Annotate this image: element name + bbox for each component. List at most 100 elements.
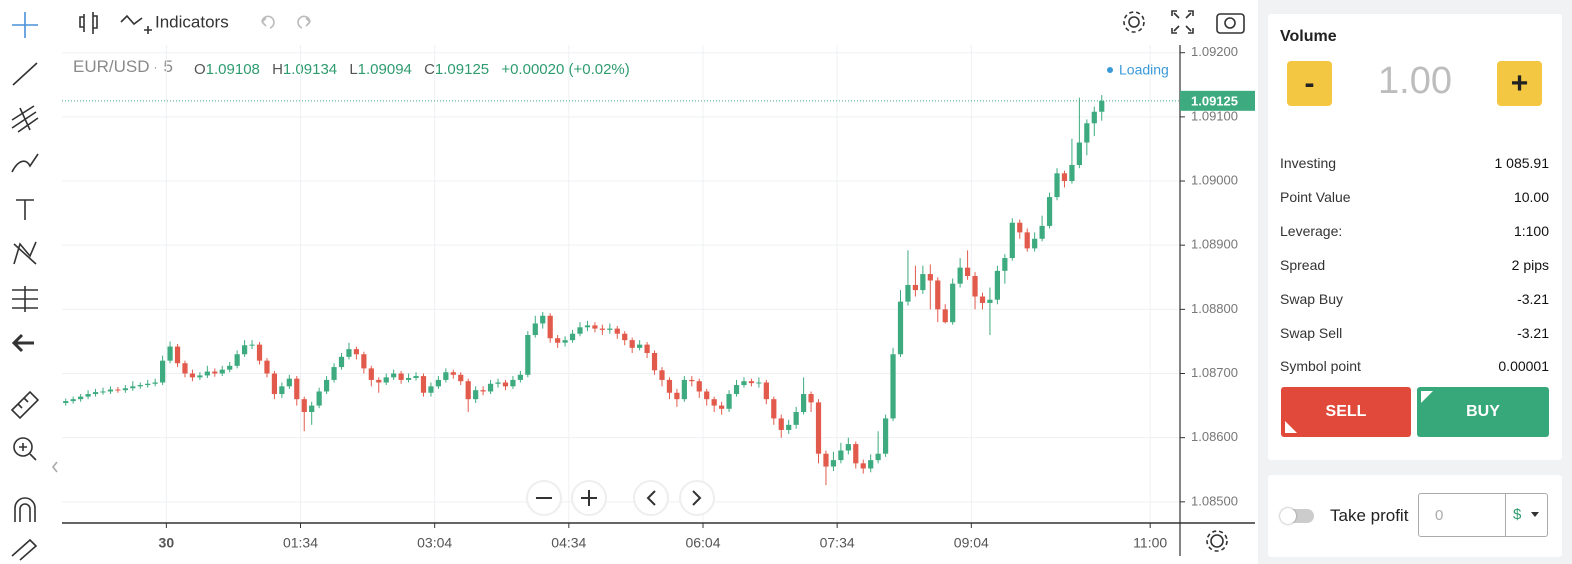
text-icon[interactable] — [16, 199, 34, 220]
candle-body — [830, 460, 837, 467]
crosshair-icon[interactable] — [12, 12, 38, 38]
zoom-icon[interactable] — [13, 437, 33, 457]
take-profit-toggle[interactable] — [1280, 508, 1314, 524]
drawing-tools[interactable] — [10, 12, 58, 561]
candle-body — [964, 267, 971, 276]
candle-body — [174, 346, 181, 364]
magnet-icon[interactable] — [14, 497, 36, 522]
pattern-icon[interactable] — [13, 241, 37, 265]
candle-body — [1039, 225, 1045, 239]
sell-label[interactable]: SELL — [1325, 403, 1367, 420]
sell-button[interactable]: SELL — [1281, 387, 1411, 437]
candle-body — [152, 382, 158, 384]
x-tick-label: 01:34 — [283, 535, 318, 551]
candle-body — [748, 381, 755, 384]
candle-body — [294, 378, 300, 400]
candle-body — [107, 389, 114, 392]
take-profit-value[interactable]: 0 — [1435, 507, 1444, 524]
info-label: Swap Sell — [1280, 324, 1343, 341]
settings-icon[interactable] — [1128, 16, 1140, 28]
candle-body — [808, 394, 814, 403]
brush-icon[interactable] — [11, 153, 39, 173]
volume-plus[interactable]: + — [1497, 61, 1542, 106]
currency[interactable]: $ — [1513, 506, 1522, 523]
redo-icon[interactable] — [297, 15, 311, 29]
y-tick-label: 1.08600 — [1191, 429, 1238, 444]
take-profit-input[interactable]: 0 $ — [1418, 493, 1548, 537]
indicators-label[interactable]: Indicators — [155, 12, 229, 31]
volume-value[interactable]: 1.00 — [1378, 60, 1452, 102]
candle-body — [309, 405, 315, 413]
candle-body — [793, 412, 799, 425]
info-value: 0.00001 — [1498, 358, 1549, 375]
symbol-header: EUR/USD · 5 — [73, 57, 173, 76]
buy-button[interactable]: BUY — [1417, 387, 1549, 437]
candle-body — [1032, 238, 1038, 249]
candle-body — [1024, 232, 1030, 249]
collapse-icon[interactable] — [51, 461, 58, 473]
y-tick-label: 1.08700 — [1191, 365, 1238, 380]
y-tick-label: 1.09100 — [1191, 108, 1238, 123]
candle-body — [212, 371, 218, 374]
candle-body — [644, 344, 650, 353]
line-icon[interactable] — [12, 62, 38, 86]
pencil-icon[interactable] — [11, 538, 38, 561]
candle-body — [338, 356, 345, 368]
ohlc-value: 1.09134 — [283, 61, 337, 78]
candle-body — [927, 274, 933, 281]
candle-body — [629, 340, 635, 348]
candle-body — [160, 360, 166, 383]
x-tick-label: 09:04 — [954, 535, 989, 551]
top-toolbar — [79, 10, 1245, 34]
candle-body — [800, 394, 807, 413]
candle-body — [189, 373, 196, 378]
candle-body — [182, 363, 188, 374]
x-tick-label: 30 — [159, 535, 175, 551]
x-tick-label: 04:34 — [551, 535, 586, 551]
info-row: Point Value 10.00 — [1280, 189, 1549, 205]
screenshot-icon[interactable] — [1216, 13, 1245, 34]
candle-body — [756, 382, 762, 384]
back-icon[interactable] — [11, 333, 34, 353]
candle-body — [1076, 142, 1082, 165]
candle-body — [487, 383, 494, 392]
indicators-icon[interactable] — [120, 14, 152, 34]
trade-panel: Volume - 1.00 + Investing 1 085.91 Point V… — [1258, 0, 1572, 564]
info-row: Symbol point 0.00001 — [1280, 358, 1549, 374]
scroll-left-button[interactable] — [633, 480, 669, 516]
candle-body — [420, 376, 427, 393]
candle-body — [726, 394, 732, 409]
chart-type-icon[interactable] — [79, 12, 98, 34]
y-tick-label: 1.08800 — [1191, 301, 1238, 316]
candle-body — [122, 388, 128, 391]
info-row: Swap Sell -3.21 — [1280, 325, 1549, 341]
separator: · — [154, 60, 158, 74]
y-tick-label: 1.08500 — [1191, 493, 1238, 508]
y-tick-label: 1.09000 — [1191, 172, 1238, 187]
scroll-right-button[interactable] — [679, 480, 715, 516]
candle-body — [1091, 111, 1097, 124]
candle-body — [70, 399, 76, 402]
fib-icon[interactable] — [11, 105, 39, 133]
info-value: 10.00 — [1513, 188, 1549, 205]
candle-body — [204, 371, 210, 376]
candle-body — [674, 392, 680, 400]
fullscreen-icon[interactable] — [1171, 10, 1194, 34]
candle-body — [234, 354, 240, 366]
ruler-icon[interactable] — [10, 390, 40, 420]
axis-settings-icon[interactable] — [1210, 534, 1224, 548]
volume-minus[interactable]: - — [1287, 61, 1332, 106]
candle-body — [1054, 173, 1060, 198]
candle-body — [763, 382, 769, 400]
info-value: -3.21 — [1517, 324, 1549, 341]
candle-body — [994, 270, 1001, 300]
take-profit-card: Take profit 0 $ — [1268, 475, 1562, 557]
buy-label[interactable]: BUY — [1466, 403, 1500, 420]
measure-icon[interactable] — [12, 286, 38, 312]
undo-icon[interactable] — [261, 15, 275, 29]
info-label: Symbol point — [1280, 358, 1361, 375]
candle-body — [592, 325, 598, 329]
candle-body — [719, 405, 725, 409]
candle-body — [1002, 258, 1008, 271]
candle-body — [696, 381, 702, 392]
